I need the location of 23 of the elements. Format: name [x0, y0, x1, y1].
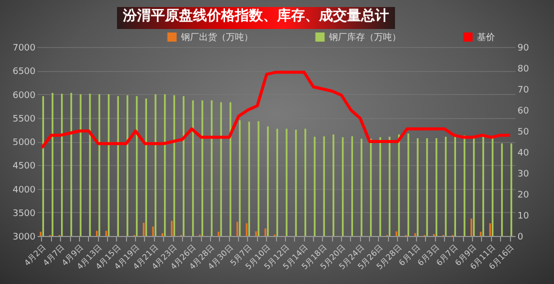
y2-tick-label: 60	[518, 106, 530, 116]
y2-tick-label: 20	[518, 190, 530, 200]
y2-tick-label: 80	[518, 64, 530, 74]
y-tick-label: 4000	[12, 185, 36, 196]
y2-tick-label: 90	[518, 44, 530, 54]
chart-title: 汾渭平原盘线价格指数、库存、成交量总计	[117, 7, 395, 29]
y2-tick-label: 10	[518, 212, 530, 222]
y2-tick-label: 50	[518, 128, 530, 138]
y-tick-label: 5500	[12, 114, 36, 124]
y2-tick-label: 40	[518, 148, 530, 158]
y-tick-label: 5000	[12, 138, 36, 148]
legend-label: 钢厂库存（万吨）	[328, 32, 401, 44]
legend-label: 钢厂出货（万吨）	[180, 32, 253, 44]
y2-tick-label: 70	[518, 86, 530, 96]
y-tick-label: 3500	[12, 208, 36, 219]
y-tick-label: 7000	[12, 44, 36, 54]
legend-label: 基价	[477, 32, 495, 44]
y-tick-label: 6500	[12, 67, 36, 78]
y-tick-label: 6000	[12, 90, 36, 101]
y2-tick-label: 30	[518, 170, 530, 180]
y-tick-label: 4500	[12, 162, 36, 172]
y-tick-label: 3000	[12, 232, 36, 242]
y2-tick-label: 0	[518, 232, 524, 242]
